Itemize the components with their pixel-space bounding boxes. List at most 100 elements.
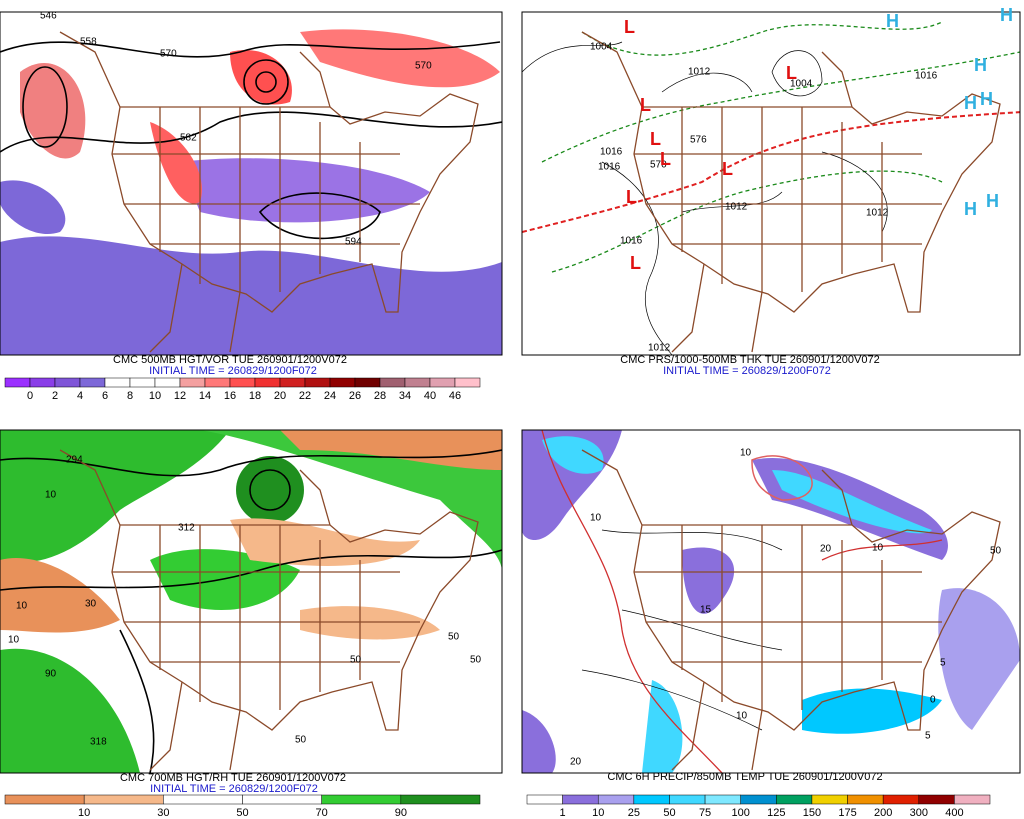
contour-label: 1004	[790, 79, 813, 90]
contour-label: 312	[178, 523, 195, 534]
colorbar-label: 0	[27, 390, 33, 402]
colorbar-label: 75	[699, 807, 711, 819]
colorbar-swatch	[847, 794, 884, 805]
colorbar-swatch	[79, 377, 106, 388]
colorbar-label: 28	[374, 390, 386, 402]
colorbar-swatch	[129, 377, 156, 388]
colorbar-label: 22	[299, 390, 311, 402]
high-center: H	[964, 93, 977, 113]
colorbar-label: 100	[732, 807, 750, 819]
colorbar-swatch	[429, 377, 456, 388]
high-center: H	[964, 199, 977, 219]
colorbar-swatch	[704, 794, 741, 805]
panel-title: CMC 6H PRECIP/850MB TEMP TUE 260901/1200…	[607, 771, 882, 783]
high-center: H	[974, 55, 987, 75]
low-center: L	[640, 95, 651, 115]
colorbar-swatch	[4, 377, 31, 388]
contour-label: 10	[45, 490, 57, 501]
contour-label: 90	[45, 669, 57, 680]
initial-time: INITIAL TIME = 260829/1200F072	[150, 783, 318, 795]
low-center: L	[650, 129, 661, 149]
colorbar-swatch	[321, 794, 402, 805]
contour-label: 10	[8, 635, 20, 646]
colorbar-label: 1	[560, 807, 566, 819]
contour-label: 576	[690, 135, 707, 146]
colorbar-swatch	[279, 377, 306, 388]
contour-label: 558	[80, 37, 97, 48]
contour-label: 10	[16, 601, 28, 612]
colorbar-swatch	[562, 794, 599, 805]
contour-label: 1016	[600, 147, 623, 158]
panel-title: CMC 700MB HGT/RH TUE 260901/1200V072	[120, 772, 346, 784]
colorbar-label: 50	[663, 807, 675, 819]
contour-label: 1012	[648, 343, 671, 354]
colorbar-label: 150	[803, 807, 821, 819]
colorbar-label: 70	[316, 807, 328, 819]
colorbar-swatch	[229, 377, 256, 388]
colorbar-label: 30	[157, 807, 169, 819]
colorbar-label: 46	[449, 390, 461, 402]
colorbar-label: 10	[592, 807, 604, 819]
colorbar-swatch	[204, 377, 231, 388]
map-panel	[522, 12, 1020, 355]
low-center: L	[624, 17, 635, 37]
contour-label: 5	[940, 658, 946, 669]
map-panel	[0, 12, 502, 355]
colorbar-swatch	[354, 377, 381, 388]
high-center: H	[1000, 5, 1013, 25]
low-center: L	[630, 253, 641, 273]
contour-label: 10	[590, 513, 602, 524]
colorbar-swatch	[404, 377, 431, 388]
contour-label: 20	[570, 757, 582, 768]
contour-label: 570	[415, 61, 432, 72]
contour-label: 0	[930, 695, 936, 706]
contour-label: 50	[470, 655, 482, 666]
colorbar-label: 300	[910, 807, 928, 819]
panel-frame	[0, 11, 503, 356]
colorbar-label: 2	[52, 390, 58, 402]
colorbar-swatch	[329, 377, 356, 388]
contour-labels: 1004 1012 1004 1016 1016 1012 1012 1016 …	[590, 42, 938, 354]
low-center: L	[786, 63, 797, 83]
low-center: L	[722, 159, 733, 179]
colorbar-swatch	[83, 794, 164, 805]
colorbar-swatch	[454, 377, 481, 388]
colorbar-swatch	[811, 794, 848, 805]
initial-time: INITIAL TIME = 260829/1200F072	[663, 365, 831, 377]
colorbar-label: 6	[102, 390, 108, 402]
contour-label: 1012	[725, 202, 748, 213]
colorbar-label: 12	[174, 390, 186, 402]
colorbar-label: 8	[127, 390, 133, 402]
contour-label: 10	[736, 711, 748, 722]
colorbar-swatch	[882, 794, 920, 805]
low-center: L	[660, 149, 671, 169]
colorbar-label: 50	[236, 807, 248, 819]
colorbar-label: 16	[224, 390, 236, 402]
contour-label: 15	[700, 605, 712, 616]
colorbar-label: 10	[149, 390, 161, 402]
colorbar-label: 40	[424, 390, 436, 402]
contour-label: 50	[295, 735, 307, 746]
colorbar-swatch	[597, 794, 635, 805]
colorbar-swatch	[304, 377, 331, 388]
colorbar-swatch	[154, 377, 181, 388]
contour-label: 1016	[915, 71, 938, 82]
colorbar-swatch	[776, 794, 813, 805]
contour-label: 594	[345, 237, 362, 248]
panel-title: CMC PRS/1000-500MB THK TUE 260901/1200V0…	[620, 354, 879, 366]
map-panel	[0, 430, 502, 773]
colorbar-label: 20	[274, 390, 286, 402]
high-center: H	[986, 191, 999, 211]
low-center: L	[626, 187, 637, 207]
colorbar-swatch	[29, 377, 56, 388]
panel-frame	[521, 429, 1021, 774]
colorbar-swatch	[163, 794, 243, 805]
initial-time: INITIAL TIME = 260829/1200F072	[149, 365, 317, 377]
contour-label: 582	[180, 133, 197, 144]
contour-labels: 10 20 20 10 15 10 5 0 50 5 10	[570, 448, 1002, 768]
colorbar-swatch	[179, 377, 206, 388]
colorbar-label: 200	[874, 807, 892, 819]
high-center: H	[886, 11, 899, 31]
contour-label: 294	[66, 455, 83, 466]
contour-label: 50	[350, 655, 362, 666]
